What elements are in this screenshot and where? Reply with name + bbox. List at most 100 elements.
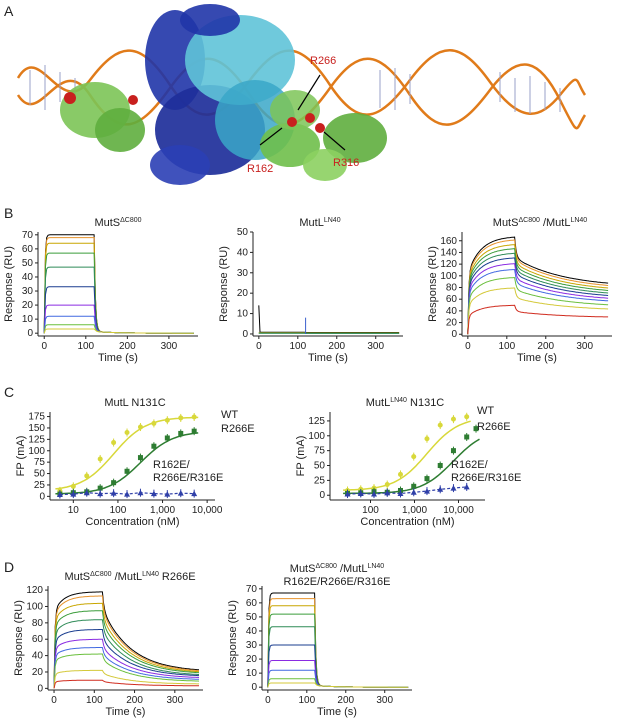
chart-title: MutSΔC800 /MutLLN40 R266E (64, 571, 195, 583)
sensorgram-curve (467, 268, 609, 335)
y-tick-label: 20 (22, 300, 34, 311)
y-tick-label: 75 (314, 446, 326, 457)
data-point (410, 489, 417, 495)
panel-a: A (4, 3, 587, 185)
y-tick-label: 0 (319, 490, 325, 501)
chart-title: MutSΔC800 /MutLLN40 (290, 563, 385, 575)
series-label: R266E/R316E (451, 472, 521, 484)
data-point (137, 489, 144, 496)
data-point (97, 485, 103, 491)
x-tick-label: 300 (367, 341, 384, 352)
sensorgram-curve (53, 591, 200, 689)
y-tick-label: 60 (32, 634, 44, 645)
chart-title-part: LN40 (142, 571, 159, 578)
y-tick-label: 80 (446, 283, 458, 294)
panel-label-b: B (4, 205, 13, 221)
y-tick-label: 125 (28, 434, 45, 445)
panel-label-c: C (4, 384, 14, 400)
sensorgram-curve (267, 626, 409, 688)
series-label: WT (221, 409, 238, 421)
sensorgram-curve (267, 592, 409, 688)
dna-base-pairs (29, 65, 561, 114)
data-point (177, 490, 184, 496)
x-axis-label: Time (s) (317, 706, 357, 718)
series-label: R266E/R316E (153, 472, 223, 484)
sensorgram-curve (53, 669, 199, 689)
data-point (124, 468, 130, 474)
sensorgram-curve (53, 610, 200, 689)
fit-curve (55, 416, 199, 490)
sensorgram-curve (467, 257, 609, 335)
data-point (164, 491, 171, 497)
data-point (411, 483, 417, 489)
y-tick-label: 25 (34, 480, 46, 491)
data-point (437, 422, 443, 428)
y-tick-label: 100 (440, 271, 457, 282)
data-point (178, 430, 184, 436)
chart-title-part: R266E (159, 571, 196, 583)
y-tick-label: 30 (22, 286, 34, 297)
y-tick-label: 20 (32, 667, 44, 678)
sensorgram-curve (43, 242, 194, 334)
series-label: R266E (477, 421, 511, 433)
data-point (164, 417, 170, 423)
y-tick-label: 160 (440, 236, 457, 247)
data-point (424, 436, 430, 442)
x-tick-label: 1,000 (150, 505, 175, 516)
residue-sphere (287, 117, 297, 127)
x-tick-label: 100 (86, 695, 103, 706)
data-point (124, 491, 131, 497)
sensorgram-curve (267, 644, 409, 688)
x-tick-label: 100 (77, 341, 94, 352)
dna-strand-1 (16, 49, 587, 116)
x-axis-label: Time (s) (98, 352, 138, 364)
y-tick-label: 20 (246, 654, 258, 665)
residue-label-r316: R316 (333, 157, 359, 169)
sensorgram-curve (43, 252, 194, 334)
data-point (450, 416, 456, 422)
sensorgram-curve (467, 236, 609, 335)
data-point (423, 488, 430, 494)
y-tick-label: 50 (246, 612, 258, 623)
y-tick-label: 10 (246, 668, 258, 679)
sensorgram-curve (53, 602, 200, 689)
x-tick-label: 10,000 (443, 505, 474, 516)
data-point (357, 490, 364, 496)
data-point (437, 463, 443, 469)
data-point (124, 430, 130, 436)
y-tick-label: 100 (308, 431, 325, 442)
y-tick-label: 20 (237, 288, 249, 299)
sensorgram-curve (53, 647, 199, 689)
chart-title-part: LN40 (367, 563, 384, 570)
y-tick-label: 120 (440, 259, 457, 270)
x-tick-label: 200 (537, 341, 554, 352)
chart-title-part: ΔC800 (90, 571, 112, 578)
x-tick-label: 200 (126, 695, 143, 706)
data-point (70, 483, 76, 489)
y-tick-label: 20 (446, 318, 458, 329)
residue-sphere (315, 123, 325, 133)
y-axis-label: Response (RU) (13, 600, 25, 676)
data-point (450, 448, 456, 454)
x-tick-label: 200 (119, 341, 136, 352)
x-tick-label: 1,000 (402, 505, 427, 516)
sensorgram-curve (53, 595, 200, 689)
y-tick-label: 60 (246, 598, 258, 609)
data-point (83, 489, 90, 496)
y-tick-label: 140 (440, 247, 457, 258)
y-tick-label: 60 (446, 294, 458, 305)
data-point (191, 428, 197, 434)
y-tick-label: 40 (237, 247, 249, 258)
x-axis-label: Time (s) (106, 706, 146, 718)
sensorgram-curve (258, 305, 400, 333)
data-point (70, 491, 77, 497)
y-axis-label: Response (RU) (227, 600, 239, 676)
y-tick-label: 0 (242, 329, 248, 340)
y-tick-label: 40 (446, 306, 458, 317)
y-tick-label: 70 (22, 230, 34, 241)
y-axis-label: Response (RU) (218, 246, 230, 322)
y-tick-label: 25 (314, 475, 326, 486)
